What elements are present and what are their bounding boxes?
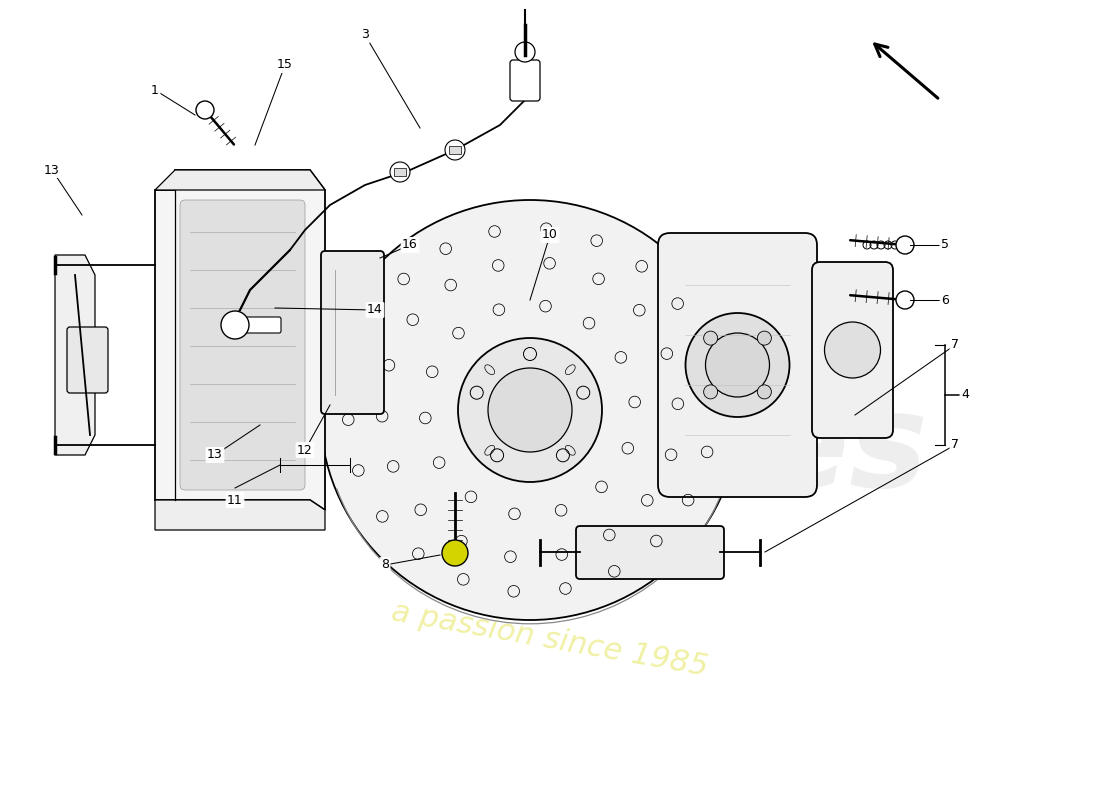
Circle shape	[705, 333, 770, 397]
Circle shape	[896, 291, 914, 309]
Circle shape	[758, 331, 771, 345]
Circle shape	[515, 42, 535, 62]
Text: 7: 7	[952, 338, 959, 351]
Text: pares: pares	[512, 386, 928, 514]
FancyBboxPatch shape	[449, 146, 461, 154]
Text: 12: 12	[297, 443, 312, 457]
Circle shape	[442, 540, 468, 566]
Text: 5: 5	[940, 238, 949, 251]
FancyBboxPatch shape	[321, 251, 384, 414]
Polygon shape	[155, 170, 324, 190]
Circle shape	[221, 311, 249, 339]
Text: 4: 4	[961, 389, 969, 402]
Circle shape	[685, 313, 790, 417]
Circle shape	[446, 140, 465, 160]
Text: 14: 14	[367, 303, 383, 317]
Circle shape	[825, 322, 880, 378]
Text: 8: 8	[381, 558, 389, 571]
FancyBboxPatch shape	[658, 233, 817, 497]
Text: 15: 15	[277, 58, 293, 71]
Polygon shape	[155, 170, 324, 510]
Text: 1: 1	[151, 83, 158, 97]
Text: 3: 3	[361, 29, 368, 42]
Text: 13: 13	[44, 163, 59, 177]
Text: 6: 6	[942, 294, 949, 306]
Polygon shape	[55, 255, 95, 455]
Circle shape	[320, 200, 740, 620]
FancyBboxPatch shape	[394, 168, 406, 176]
Text: 13: 13	[207, 449, 223, 462]
Text: 16: 16	[403, 238, 418, 251]
FancyBboxPatch shape	[576, 526, 724, 579]
Text: 11: 11	[227, 494, 243, 506]
FancyBboxPatch shape	[235, 317, 280, 333]
FancyBboxPatch shape	[510, 60, 540, 101]
Text: euro: euro	[280, 317, 619, 443]
Circle shape	[896, 236, 914, 254]
Text: 10: 10	[542, 229, 558, 242]
FancyBboxPatch shape	[812, 262, 893, 438]
Circle shape	[458, 338, 602, 482]
Polygon shape	[155, 500, 324, 530]
Text: a passion since 1985: a passion since 1985	[389, 598, 711, 682]
Circle shape	[704, 385, 717, 399]
Circle shape	[390, 162, 410, 182]
Circle shape	[488, 368, 572, 452]
FancyBboxPatch shape	[67, 327, 108, 393]
Circle shape	[196, 101, 214, 119]
FancyBboxPatch shape	[180, 200, 305, 490]
Circle shape	[758, 385, 771, 399]
Circle shape	[704, 331, 717, 345]
Text: 7: 7	[952, 438, 959, 451]
